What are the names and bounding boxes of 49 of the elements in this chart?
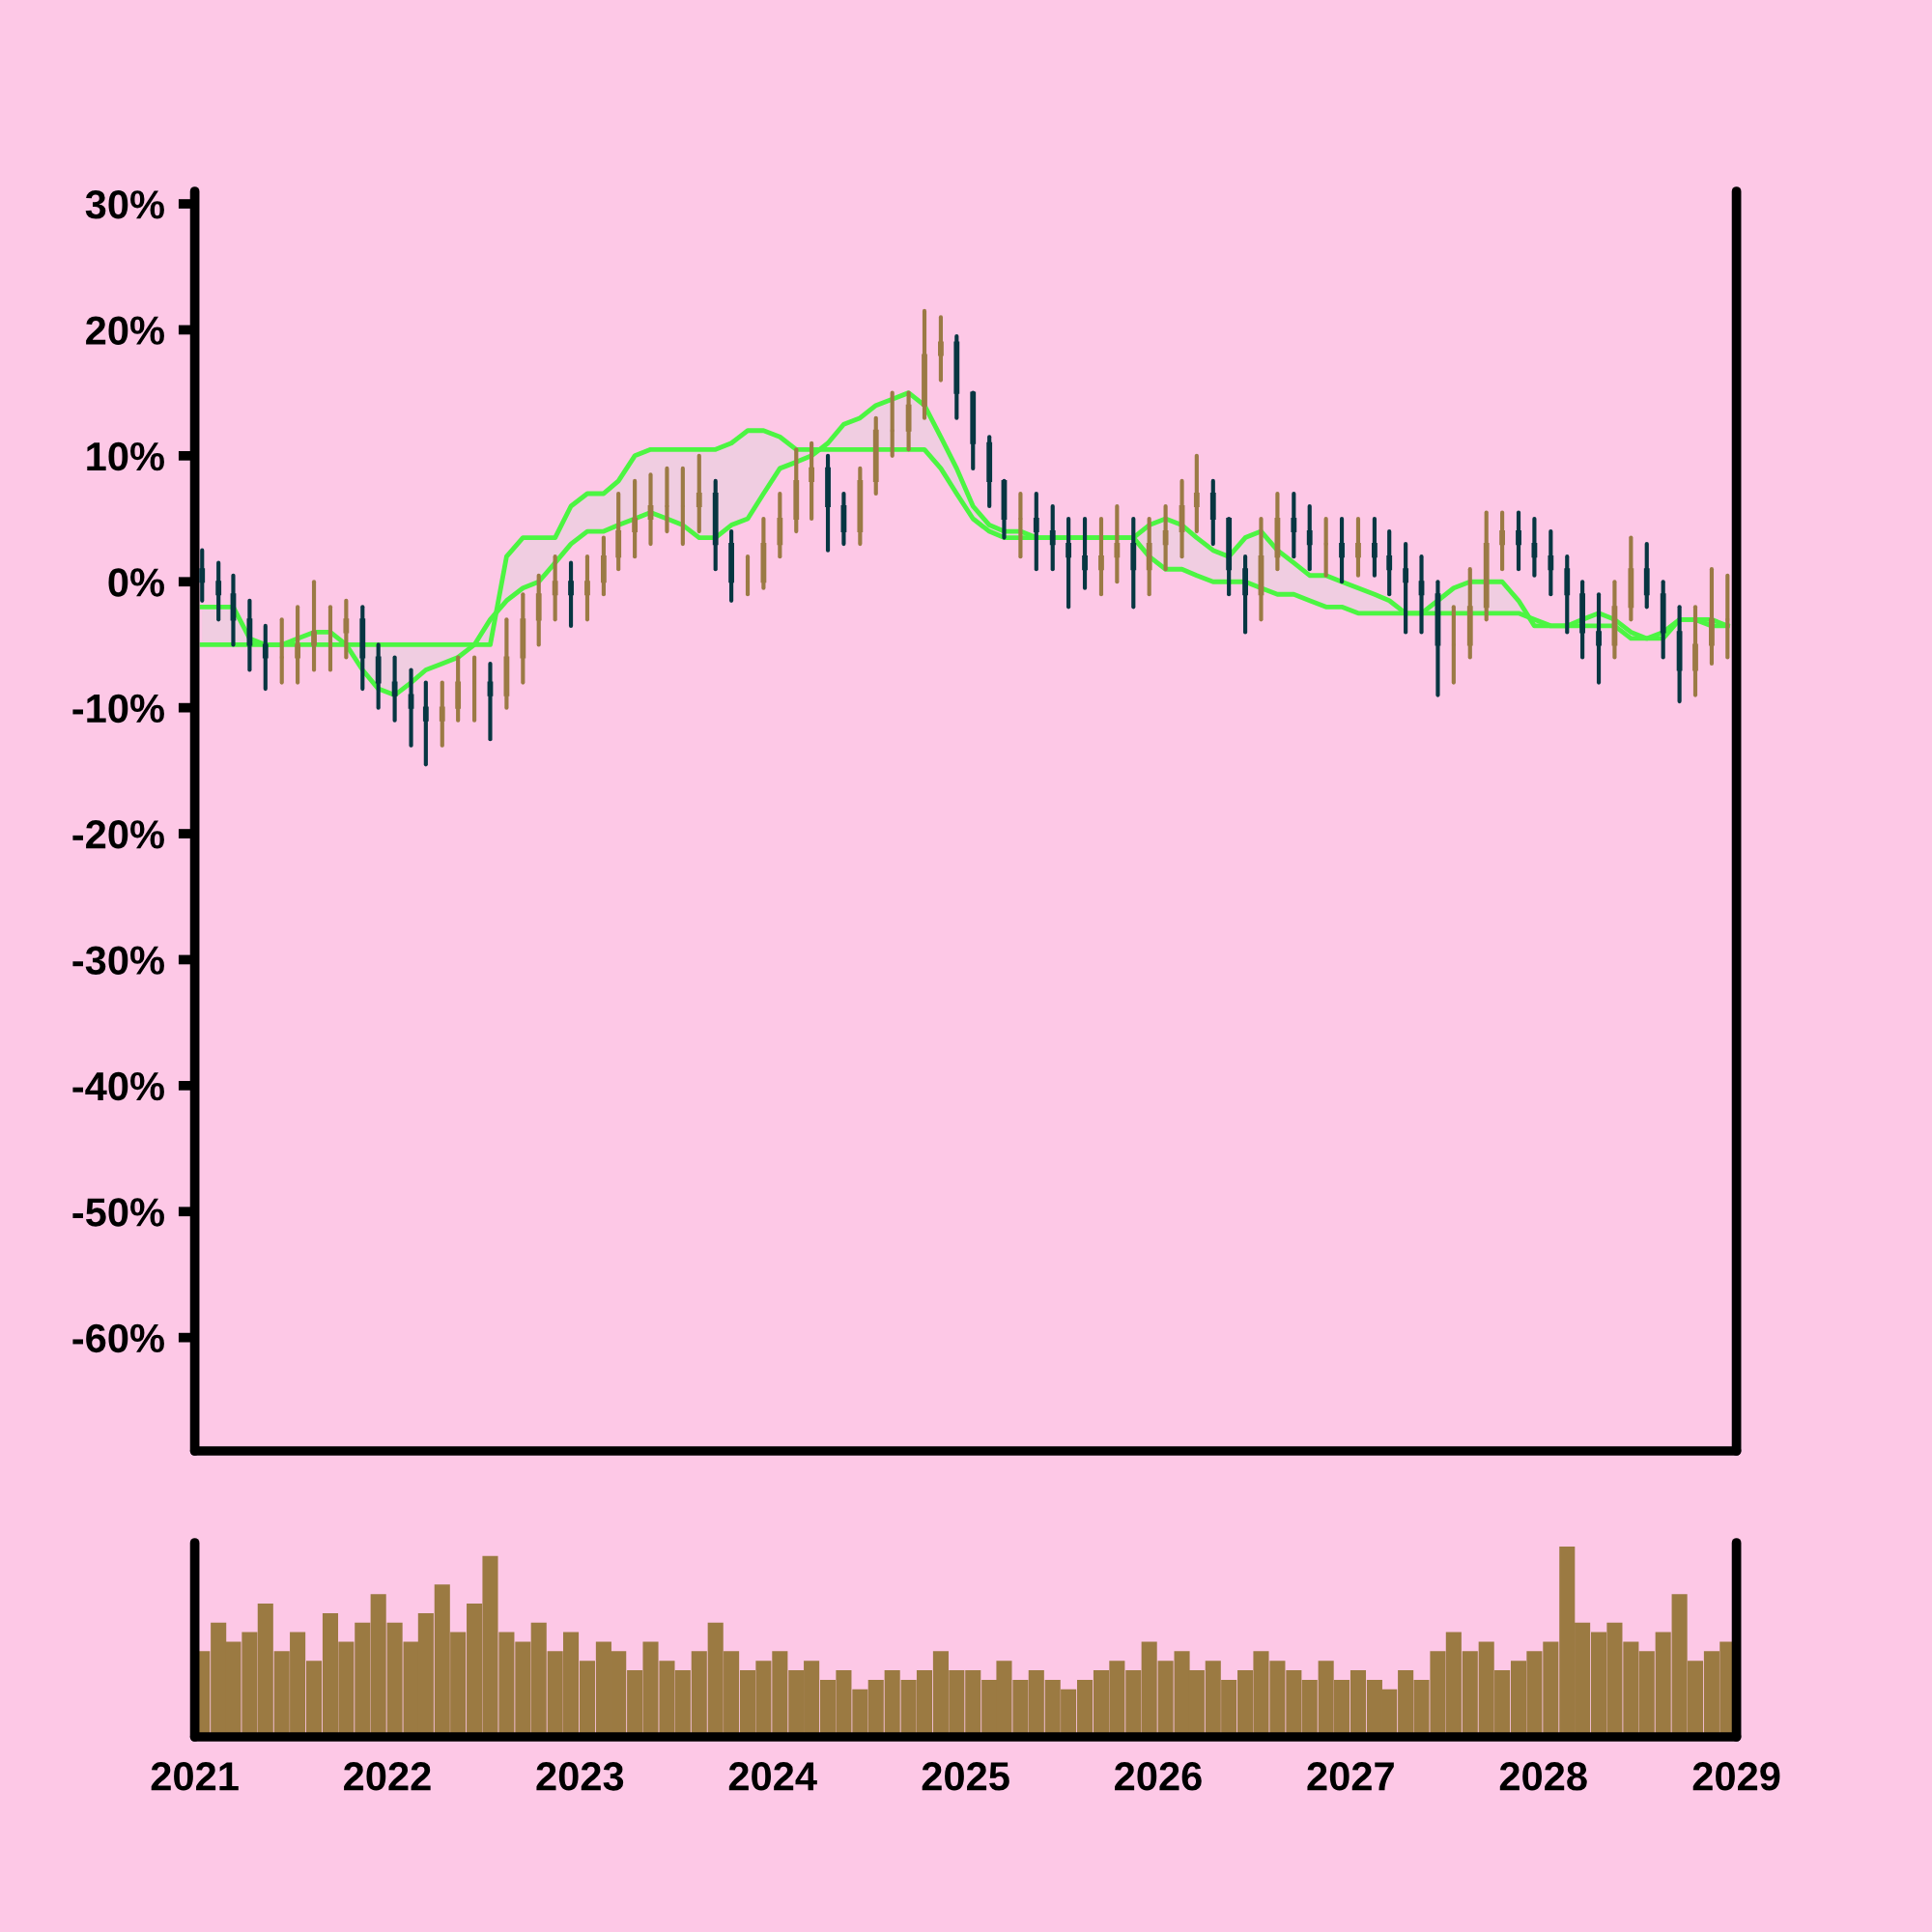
y-tick-label: 0% [108,568,164,597]
x-tick-label: 2021 [151,1762,239,1791]
candlestick [1033,491,1039,572]
y-tick-label: -50% [72,1198,164,1227]
y-tick-label: 30% [85,190,164,219]
candlestick [422,680,429,767]
y-tick-label: -10% [72,694,164,724]
candlestick [1193,453,1200,534]
candlestick [391,655,398,723]
candlestick [262,623,269,692]
candlestick [295,605,301,685]
x-tick-label: 2025 [922,1762,1009,1791]
candlestick [922,308,927,420]
y-tick-label: -20% [72,820,164,849]
candlestick [1516,510,1521,572]
x-tick-label: 2028 [1499,1762,1587,1791]
candlestick [1049,503,1056,572]
candlestick [696,453,702,534]
candlestick [632,478,639,559]
candlestick [439,680,445,748]
x-tick-label: 2024 [728,1762,817,1791]
candlestick [568,560,574,628]
candlestick [1403,542,1409,635]
candlestick [584,554,590,622]
x-tick-label: 2029 [1692,1762,1780,1791]
x-tick-label: 2027 [1307,1762,1394,1791]
y-tick-label: 20% [86,316,164,345]
candlestick [1692,605,1698,697]
candlestick [1162,503,1169,572]
y-tick-label: -30% [72,946,164,976]
candlestick [825,453,831,553]
candlestick [1499,510,1505,572]
candlestick [552,554,558,622]
candlestick [199,548,206,603]
candlestick [1306,503,1313,572]
candlestick [1596,592,1602,685]
candlestick [809,440,815,522]
candlestick [1114,503,1121,584]
y-tick-label: -40% [72,1071,164,1101]
candlestick [215,560,222,622]
candlestick [343,598,350,660]
x-tick-label: 2023 [536,1762,624,1791]
y-tick-label: -60% [72,1323,164,1353]
candlestick [938,315,944,383]
candlestick [1291,491,1297,559]
x-tick-label: 2026 [1115,1762,1202,1791]
y-tick-label: 10% [87,441,164,471]
x-tick-label: 2022 [344,1762,431,1791]
candlestick [311,580,317,672]
